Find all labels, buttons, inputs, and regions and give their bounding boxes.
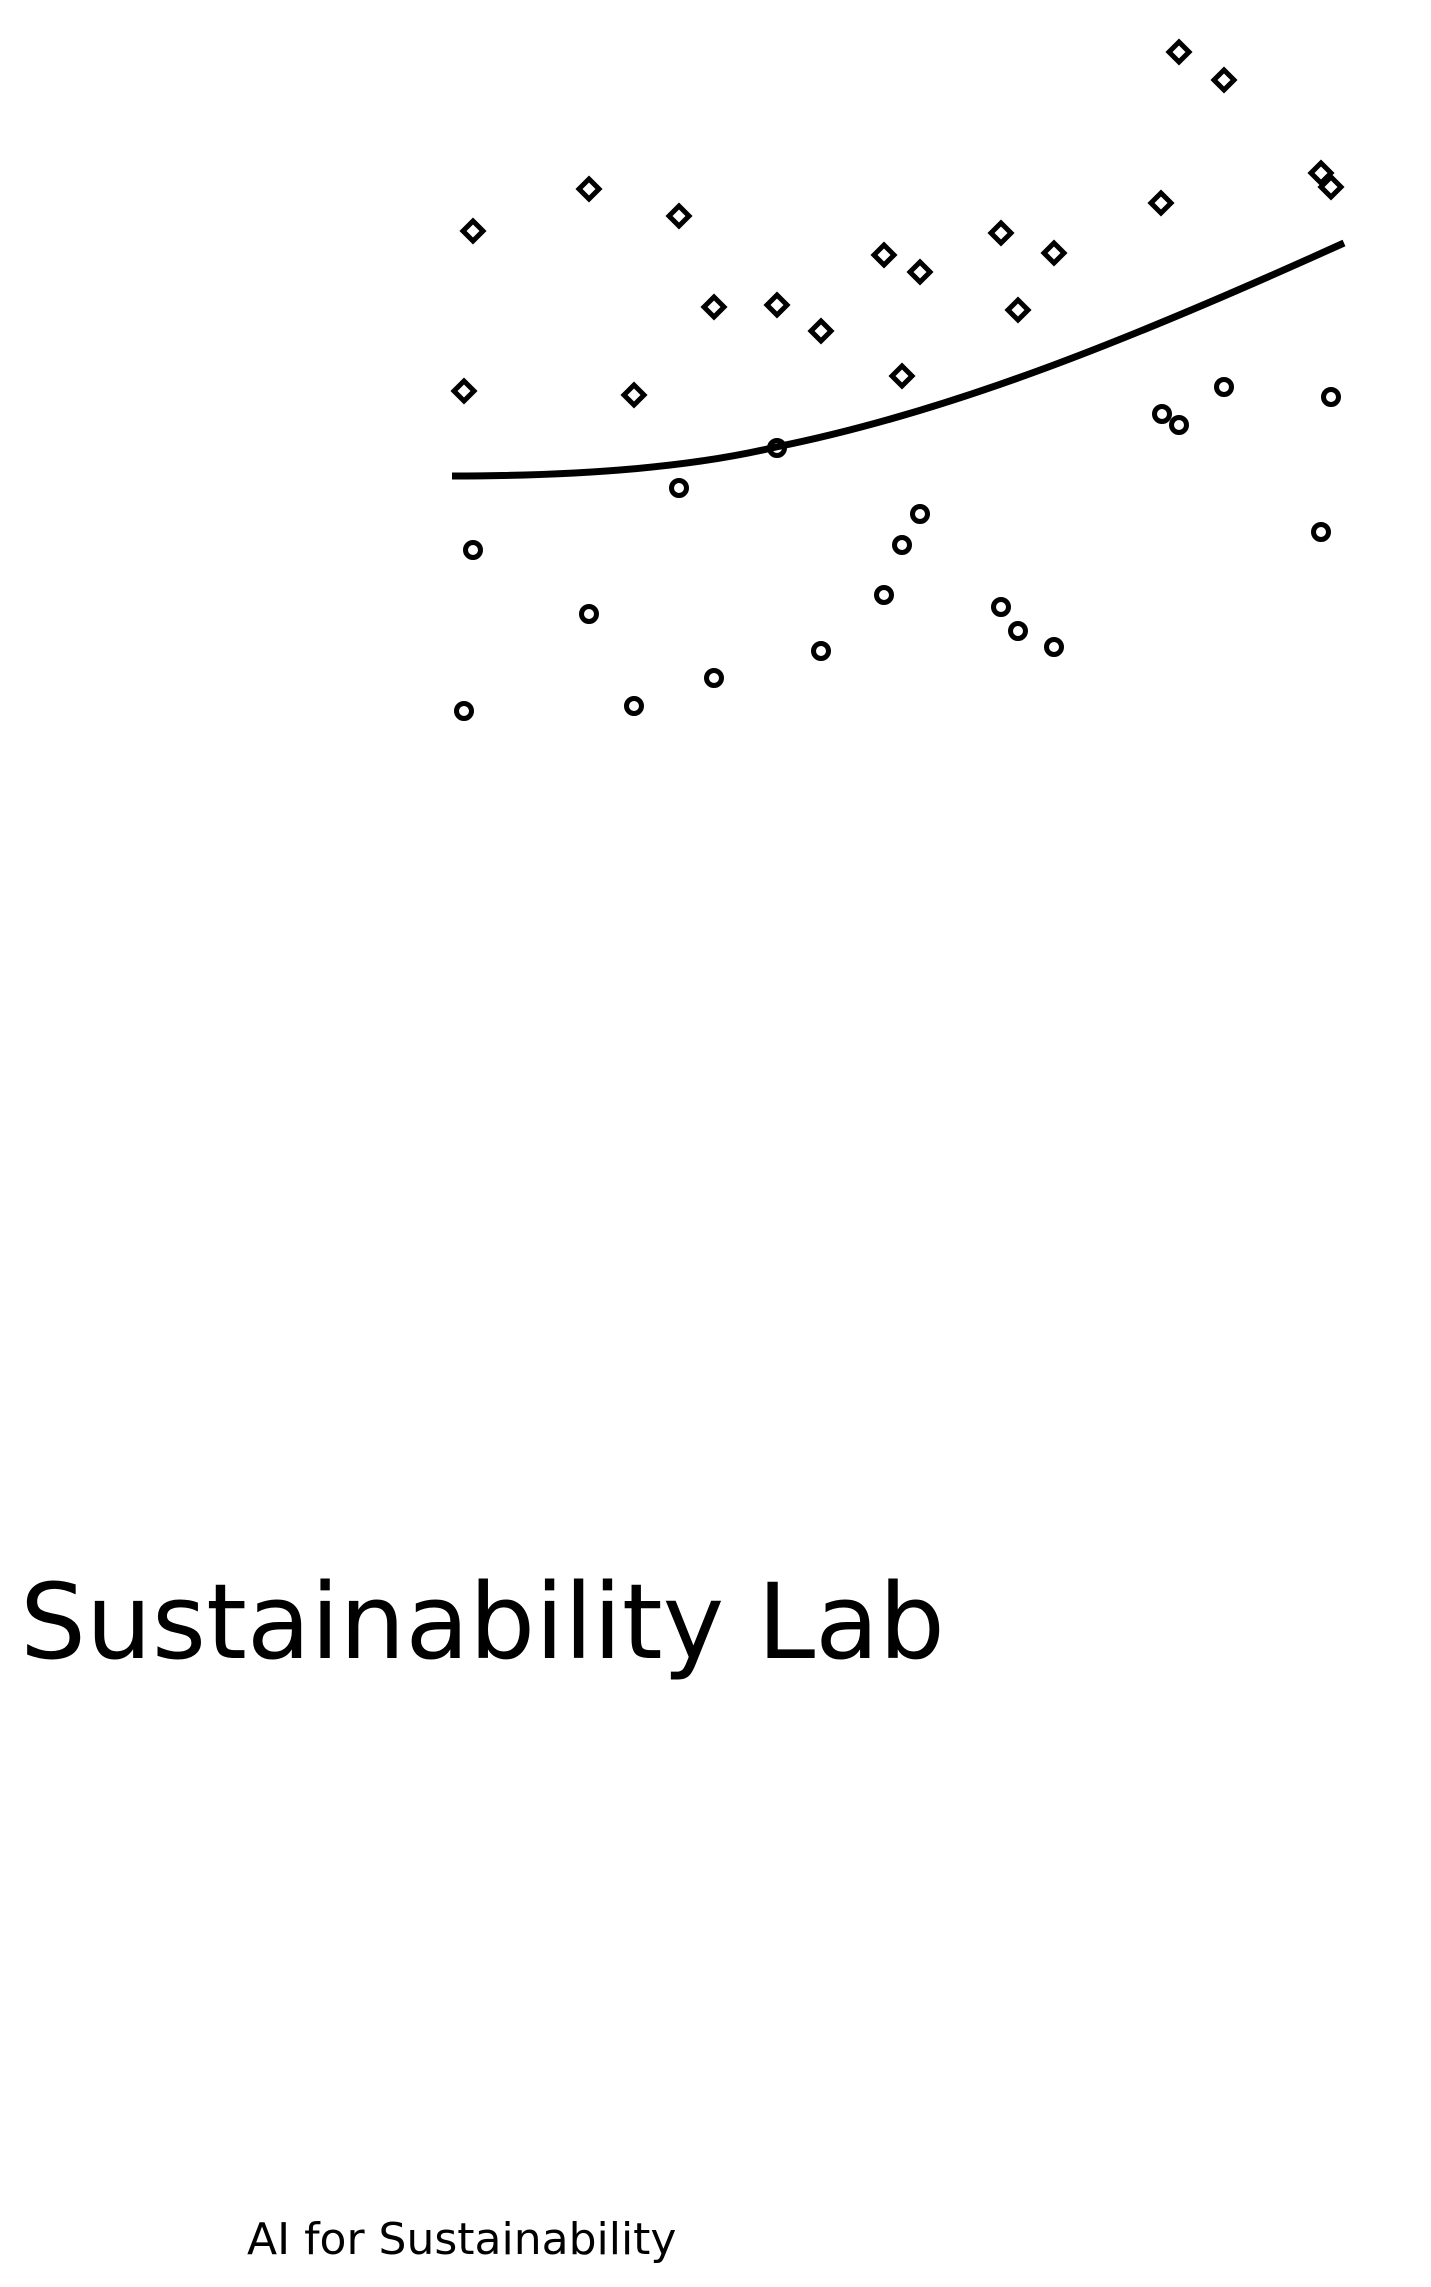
- circle-marker: [1169, 415, 1189, 435]
- diamond-marker: [700, 293, 728, 321]
- circle-marker: [704, 668, 724, 688]
- diamond-marker: [888, 362, 916, 390]
- diamond-marker: [665, 202, 693, 230]
- diamond-marker: [1004, 296, 1032, 324]
- circle-marker: [1152, 404, 1172, 424]
- diamond-marker: [575, 175, 603, 203]
- circle-marker: [991, 597, 1011, 617]
- circle-marker: [1321, 387, 1341, 407]
- diamond-marker: [459, 217, 487, 245]
- circle-marker: [579, 604, 599, 624]
- circle-marker: [624, 696, 644, 716]
- diamond-marker: [763, 291, 791, 319]
- diamond-marker: [1147, 189, 1175, 217]
- diamond-marker: [1317, 173, 1345, 201]
- diamond-marker: [450, 377, 478, 405]
- diamond-marker: [1307, 159, 1335, 187]
- diamond-marker: [1210, 66, 1238, 94]
- circle-marker: [1044, 637, 1064, 657]
- diamond-marker: [906, 258, 934, 286]
- circle-marker: [454, 701, 474, 721]
- diamond-marker: [807, 317, 835, 345]
- circle-marker: [767, 438, 787, 458]
- diamond-marker: [987, 219, 1015, 247]
- circle-marker: [874, 585, 894, 605]
- circle-marker: [669, 478, 689, 498]
- scatter-trend-logo-icon: [450, 38, 1346, 721]
- circle-marker: [1311, 522, 1331, 542]
- circle-marker: [1214, 377, 1234, 397]
- diamond-marker: [1165, 38, 1193, 66]
- lab-tagline: AI for Sustainability: [247, 2214, 677, 2265]
- trend-curve: [451, 239, 1346, 480]
- diamond-marker: [1040, 239, 1068, 267]
- circle-marker: [811, 641, 831, 661]
- diamond-marker: [620, 381, 648, 409]
- circle-marker: [463, 540, 483, 560]
- circle-marker: [892, 535, 912, 555]
- diamond-marker: [870, 241, 898, 269]
- circle-marker: [910, 504, 930, 524]
- circle-marker: [1008, 621, 1028, 641]
- lab-title: Sustainability Lab: [20, 1561, 945, 1683]
